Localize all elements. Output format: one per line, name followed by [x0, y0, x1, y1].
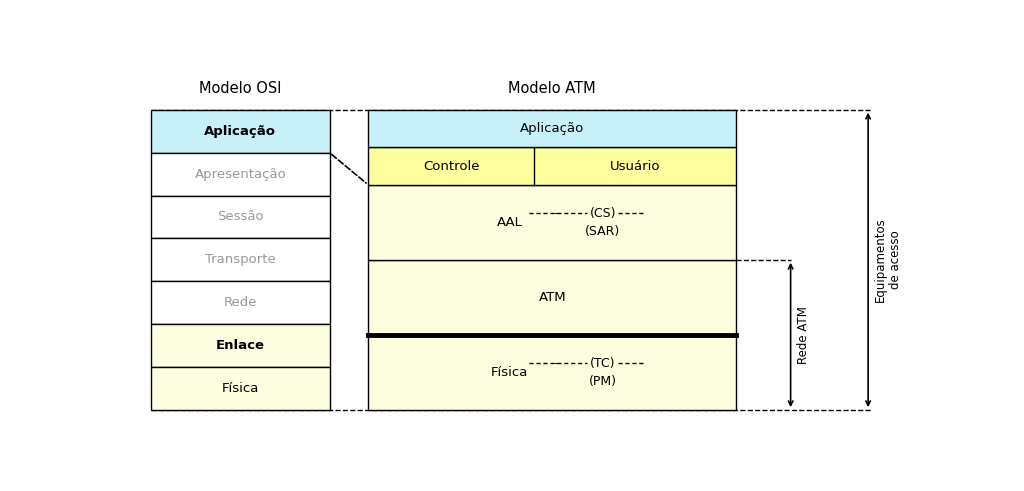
Bar [369, 185, 736, 260]
Bar [152, 367, 330, 410]
Text: (CS): (CS) [590, 207, 616, 220]
Text: Controle: Controle [423, 160, 479, 172]
Text: Transporte: Transporte [205, 253, 275, 267]
Bar [369, 110, 736, 147]
Bar [152, 239, 330, 281]
Text: -: - [545, 207, 567, 220]
Text: Física: Física [221, 382, 259, 395]
Bar [152, 281, 330, 324]
Text: Usuário: Usuário [610, 160, 660, 172]
Text: Física: Física [490, 366, 528, 379]
Text: (TC): (TC) [590, 357, 615, 370]
Text: AAL: AAL [497, 216, 522, 229]
Text: Enlace: Enlace [216, 339, 265, 352]
Text: Sessão: Sessão [217, 211, 264, 223]
Text: Modelo ATM: Modelo ATM [509, 81, 596, 96]
Bar [152, 195, 330, 239]
Text: Rede ATM: Rede ATM [797, 306, 810, 364]
Bar [369, 335, 736, 410]
Text: (PM): (PM) [589, 375, 616, 388]
Bar [369, 260, 736, 335]
Text: Apresentação: Apresentação [195, 167, 287, 181]
Text: Equipamentos
de acesso: Equipamentos de acesso [874, 218, 902, 302]
Text: Aplicação: Aplicação [520, 122, 585, 135]
Text: Modelo OSI: Modelo OSI [199, 81, 282, 96]
Text: ATM: ATM [539, 291, 566, 304]
Text: Aplicação: Aplicação [205, 125, 276, 137]
Text: Rede: Rede [223, 296, 257, 309]
Bar [152, 153, 330, 195]
Bar [152, 110, 330, 153]
Text: -: - [630, 357, 645, 370]
Text: -: - [630, 207, 645, 220]
Bar [152, 324, 330, 367]
Text: (SAR): (SAR) [585, 225, 621, 238]
Bar [369, 147, 736, 185]
Text: -: - [545, 357, 567, 370]
